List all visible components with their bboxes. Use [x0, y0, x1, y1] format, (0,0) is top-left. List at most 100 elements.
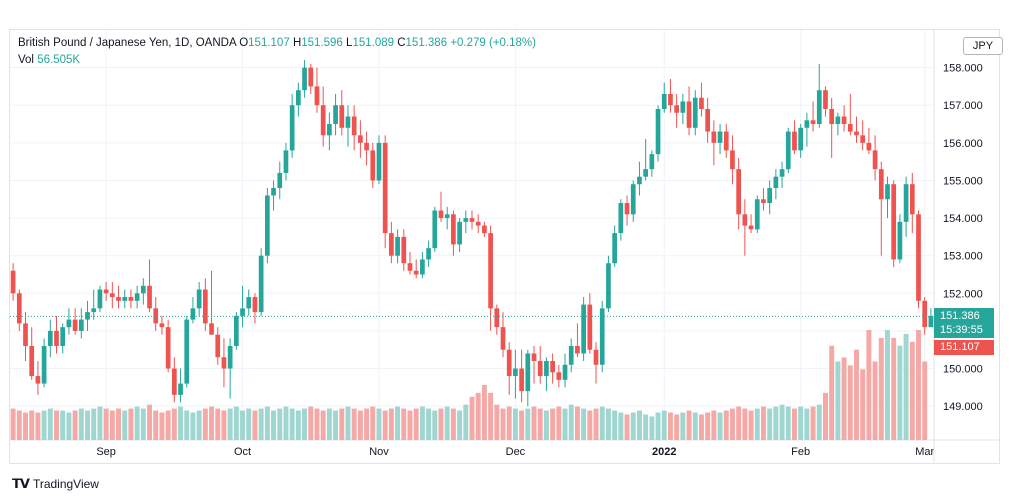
candle-body	[655, 108, 661, 155]
candle-body	[264, 195, 270, 256]
candle-body	[928, 315, 934, 328]
candle-body	[767, 187, 773, 204]
volume-bar	[810, 406, 816, 440]
volume-bar	[457, 410, 463, 440]
x-tick-label: Mar	[915, 446, 934, 458]
candle-body	[513, 368, 518, 377]
candle-body	[147, 285, 152, 309]
candle-body	[680, 101, 686, 113]
candle-body	[178, 383, 183, 395]
volume-bar	[271, 410, 277, 440]
volume-bar	[661, 410, 667, 440]
candle-body	[134, 293, 140, 301]
volume-bar	[190, 412, 196, 440]
candle-body	[444, 214, 450, 219]
open-value: 151.107	[248, 37, 290, 49]
candle-body	[525, 353, 531, 392]
volume-bar	[841, 357, 847, 440]
candle-body	[779, 169, 785, 177]
candle-body	[878, 169, 884, 200]
candle-body	[599, 308, 605, 365]
volume-bar	[134, 406, 140, 440]
candle-body	[575, 345, 580, 354]
volume-bar	[562, 408, 568, 440]
volume-bar	[264, 406, 270, 440]
volume-bar	[556, 406, 562, 440]
volume-bar	[723, 410, 729, 440]
volume-label[interactable]: Vol	[18, 54, 34, 66]
symbol-title[interactable]: British Pound / Japanese Yen, 1D, OANDA	[18, 37, 236, 49]
candle-body	[903, 184, 909, 222]
volume-bar	[246, 408, 252, 440]
volume-bar	[66, 412, 72, 440]
volume-bar	[345, 406, 351, 440]
candle-body	[271, 187, 276, 196]
candle-body	[66, 319, 72, 328]
candle-body	[308, 67, 314, 87]
candle-body	[922, 300, 928, 328]
candle-body	[296, 90, 301, 106]
candle-body	[649, 154, 655, 170]
y-tick-label: 149.000	[943, 401, 983, 413]
volume-bar	[78, 408, 84, 440]
volume-bar	[692, 412, 698, 440]
volume-bar	[103, 408, 109, 440]
volume-bar	[847, 365, 853, 440]
candle-body	[29, 345, 35, 377]
volume-bar	[426, 408, 432, 440]
volume-bar	[500, 408, 506, 440]
candle-body	[730, 150, 735, 170]
volume-bar	[568, 404, 574, 440]
candle-body	[494, 308, 500, 328]
volume-bar	[227, 408, 233, 440]
y-tick-label: 156.000	[943, 138, 983, 150]
candle-body	[16, 293, 22, 324]
currency-badge[interactable]: JPY	[963, 37, 1003, 55]
volume-bar	[85, 410, 90, 440]
candle-body	[537, 361, 543, 377]
volume-bar	[525, 408, 531, 440]
candle-body	[841, 116, 847, 125]
candle-body	[798, 127, 804, 151]
candle-body	[438, 210, 444, 219]
volume-bar	[252, 410, 258, 440]
volume-bar	[16, 410, 22, 440]
volume-bar	[258, 408, 264, 440]
candle-body	[184, 319, 190, 384]
tradingview-logo-icon: 𝗧𝗩	[12, 476, 30, 491]
volume-bar	[326, 408, 332, 440]
candle-body	[531, 353, 537, 362]
high-value: 151.596	[301, 37, 343, 49]
candle-body	[314, 86, 320, 106]
y-tick-label: 155.000	[943, 175, 983, 187]
candle-body	[72, 319, 78, 331]
volume-bar	[153, 410, 159, 440]
candle-body	[482, 225, 487, 234]
volume-bar	[605, 408, 611, 440]
open-price-tag: 151.107	[934, 340, 994, 355]
open-label: O	[239, 37, 249, 49]
volume-bar	[320, 410, 326, 440]
y-tick-label: 153.000	[943, 251, 983, 263]
volume-bar	[531, 406, 537, 440]
volume-bar	[705, 412, 711, 440]
candle-body	[327, 124, 332, 136]
volume-bar	[612, 410, 618, 440]
candle-body	[413, 270, 419, 275]
y-tick-label: 150.000	[943, 364, 983, 376]
volume-bar	[277, 408, 283, 440]
volume-bar	[860, 369, 866, 440]
volume-bar	[674, 414, 680, 440]
volume-bar	[686, 410, 692, 440]
volume-bar	[165, 410, 171, 440]
candle-body	[761, 199, 766, 204]
candle-body	[320, 105, 326, 136]
candle-body	[351, 116, 357, 136]
volume-bar	[872, 361, 878, 440]
volume-bar	[202, 408, 208, 440]
volume-bar	[829, 345, 835, 440]
tradingview-brand[interactable]: 𝗧𝗩 TradingView	[12, 476, 99, 492]
volume-bar	[395, 406, 401, 440]
candle-body	[333, 105, 338, 125]
